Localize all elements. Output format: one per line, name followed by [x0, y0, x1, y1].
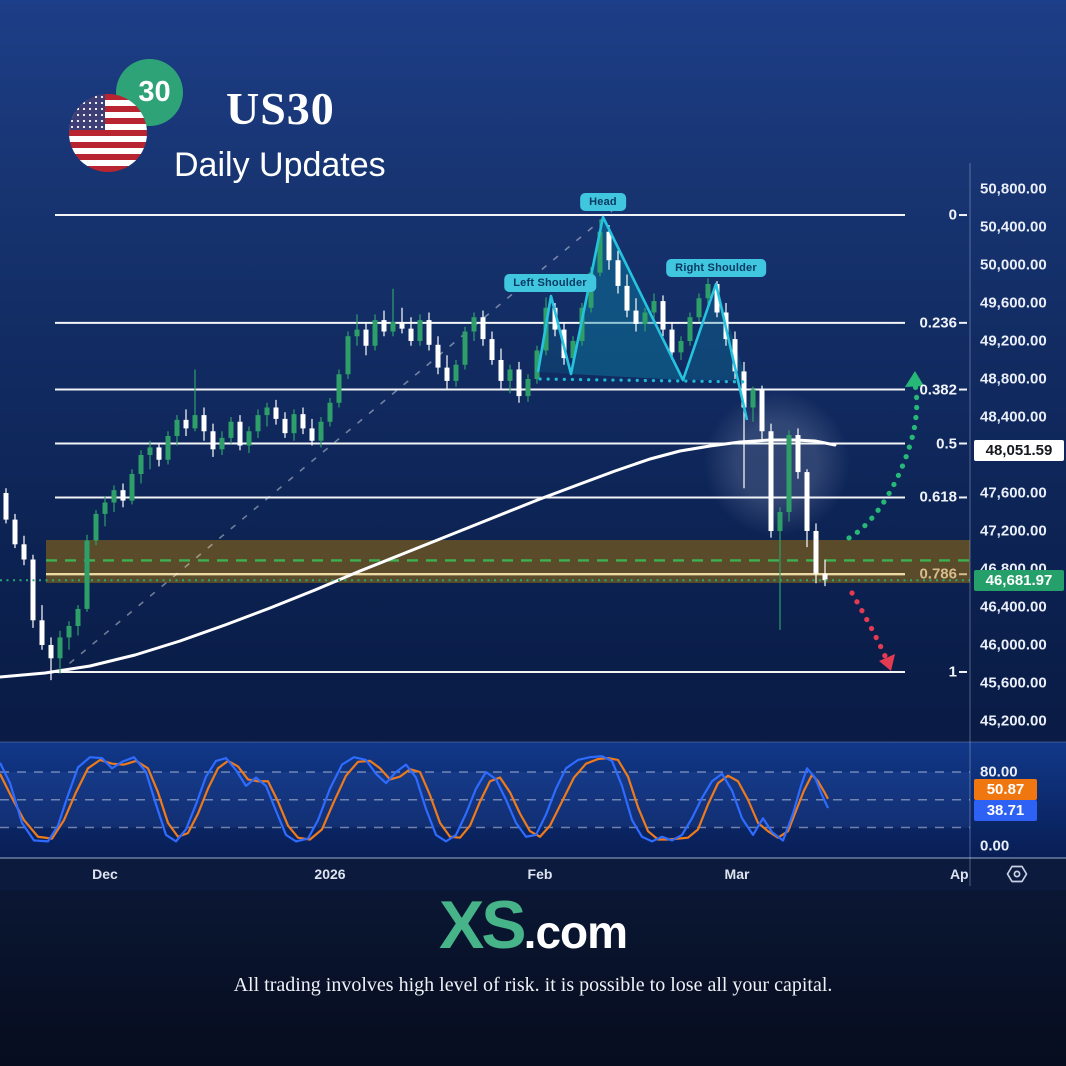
fib-level-label: 0.786 — [919, 565, 957, 583]
badge-number: 30 — [138, 76, 171, 108]
price-tick: 50,000.00 — [980, 256, 1047, 274]
price-tick: 46,000.00 — [980, 636, 1047, 654]
xs-logo-suffix: .com — [523, 906, 628, 958]
stoch-d-value-box: 50.87 — [974, 779, 1037, 800]
price-panel — [0, 163, 1066, 886]
price-tick: 45,200.00 — [980, 712, 1047, 730]
time-tick: 2026 — [314, 866, 346, 882]
stoch-k-value-box: 38.71 — [974, 800, 1037, 821]
price-tick: 48,800.00 — [980, 370, 1047, 388]
price-tick: 45,600.00 — [980, 674, 1047, 692]
pattern-label-left-shoulder: Left Shoulder — [504, 274, 596, 292]
price-tick: 50,800.00 — [980, 180, 1047, 198]
last-price-box: 46,681.97 — [974, 569, 1064, 591]
price-tick: 49,200.00 — [980, 332, 1047, 350]
fib-level-label: 0.382 — [919, 381, 957, 399]
price-tick: 47,200.00 — [980, 522, 1047, 540]
price-tick: 46,400.00 — [980, 598, 1047, 616]
pattern-label-head: Head — [580, 193, 626, 211]
us-flag-icon — [69, 94, 147, 172]
price-tick: 48,400.00 — [980, 408, 1047, 426]
time-axis[interactable]: Dec 2026 Feb Mar Apr — [0, 858, 968, 890]
xs-logo-primary: XS — [438, 887, 527, 963]
gear-icon[interactable] — [1005, 862, 1029, 886]
price-tick: 47,600.00 — [980, 484, 1047, 502]
osc-level-label: 0.00 — [980, 837, 1010, 855]
time-tick: Mar — [724, 866, 750, 882]
price-tick: 49,600.00 — [980, 294, 1047, 312]
fib-level-label: 0.618 — [919, 488, 957, 506]
instrument-badge: 30 — [116, 59, 183, 126]
osc-level-label: 80.00 — [980, 763, 1018, 781]
time-tick: Apr — [949, 866, 968, 882]
page-title: US30 — [226, 83, 335, 134]
time-tick: Feb — [527, 866, 553, 882]
pattern-label-right-shoulder: Right Shoulder — [666, 259, 766, 277]
page-subtitle: Daily Updates — [174, 146, 386, 184]
fib-level-label: 1 — [948, 663, 957, 681]
time-axis-strip — [0, 858, 1066, 890]
branding-background — [0, 890, 1066, 1066]
time-tick: Dec — [92, 866, 118, 882]
fib-level-label: 0 — [948, 206, 957, 224]
stochastic-panel — [0, 742, 1066, 858]
xs-logo: XS .com — [0, 886, 1066, 963]
fib-level-label: 0.236 — [919, 314, 957, 332]
ma-price-box: 48,051.59 — [974, 439, 1064, 461]
price-tick: 50,400.00 — [980, 218, 1047, 236]
risk-disclaimer: All trading involves high level of risk.… — [233, 974, 833, 996]
fib-level-label: 0.5 — [936, 435, 957, 452]
